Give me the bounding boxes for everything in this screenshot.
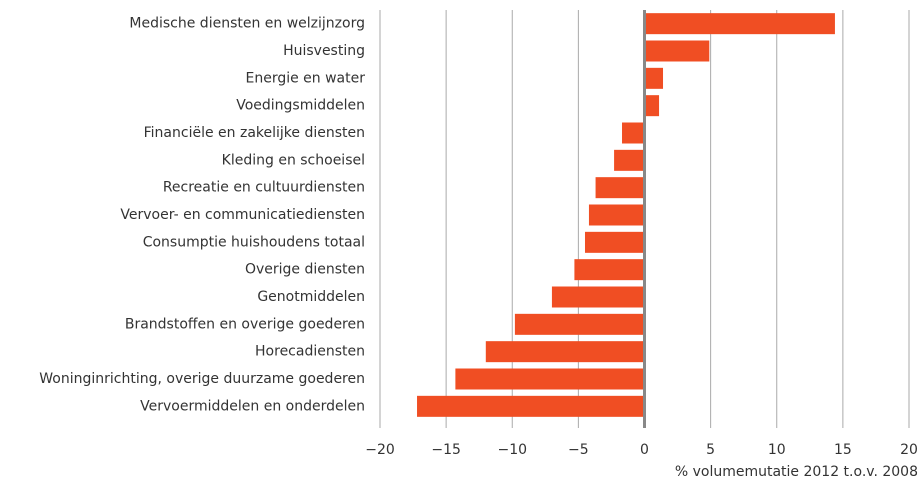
x-tick-label: 20 (900, 442, 918, 458)
bar (551, 286, 645, 308)
bar (455, 368, 645, 390)
bar (574, 259, 645, 281)
bar (644, 40, 710, 62)
y-tick-label: Energie en water (245, 70, 365, 86)
y-tick-label: Financiële en zakelijke diensten (144, 125, 365, 141)
x-tick-label: −5 (568, 442, 589, 458)
y-tick-label: Medische diensten en welzijnzorg (129, 16, 365, 32)
x-tick-label: −20 (365, 442, 395, 458)
bar (644, 67, 664, 89)
bar (514, 313, 645, 335)
x-axis-label: % volumemutatie 2012 t.o.v. 2008 (675, 464, 918, 480)
x-tick-label: 5 (706, 442, 715, 458)
y-tick-label: Voedingsmiddelen (236, 98, 365, 114)
x-tick-label: 10 (768, 442, 786, 458)
y-tick-label: Vervoer- en communicatiediensten (120, 207, 365, 223)
y-tick-label: Kleding en schoeisel (222, 152, 365, 168)
y-tick-label: Huisvesting (283, 43, 365, 59)
bar (595, 177, 645, 199)
bar (644, 13, 835, 35)
y-tick-label: Horecadiensten (255, 344, 365, 360)
bar (622, 122, 645, 144)
y-tick-label: Recreatie en cultuurdiensten (163, 180, 365, 196)
y-tick-label: Brandstoffen en overige goederen (125, 316, 365, 332)
x-tick-label: 0 (640, 442, 649, 458)
x-tick-label: 15 (834, 442, 852, 458)
bar (417, 395, 645, 417)
x-tick-label: −15 (431, 442, 461, 458)
bar (584, 231, 645, 253)
bar (588, 204, 645, 226)
y-tick-label: Woninginrichting, overige duurzame goede… (39, 371, 365, 387)
x-tick-label: −10 (497, 442, 527, 458)
bar (614, 149, 645, 171)
bar (485, 341, 645, 363)
y-tick-label: Vervoermiddelen en onderdelen (140, 398, 365, 414)
y-tick-label: Overige diensten (245, 262, 365, 278)
y-tick-label: Consumptie huishoudens totaal (143, 234, 365, 250)
y-tick-label: Genotmiddelen (257, 289, 365, 305)
bar (644, 95, 660, 117)
